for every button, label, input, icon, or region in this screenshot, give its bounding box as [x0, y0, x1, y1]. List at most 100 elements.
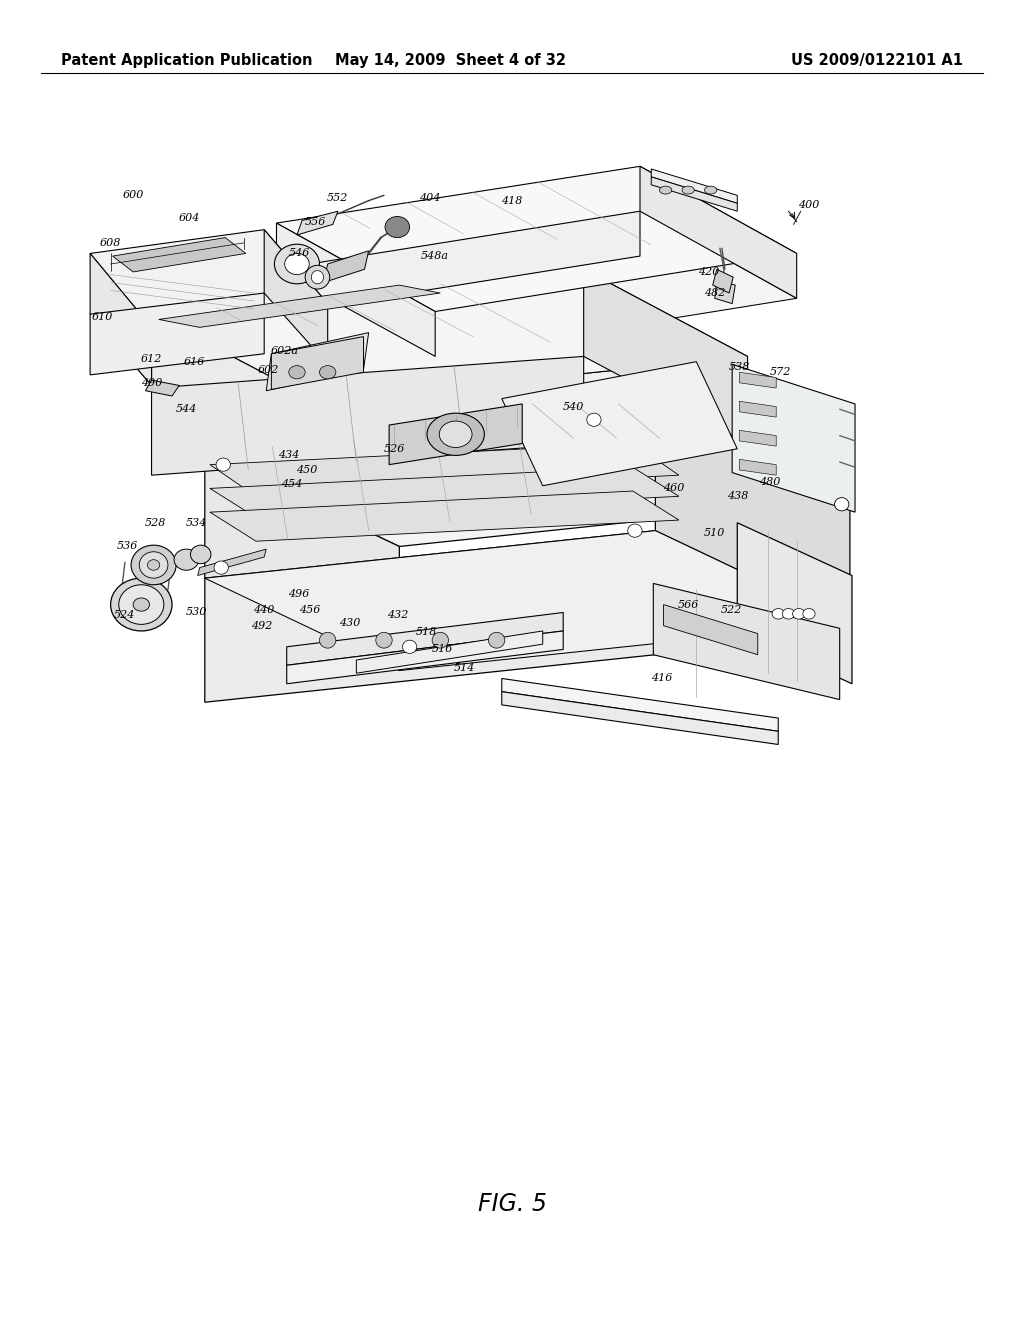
- Ellipse shape: [274, 244, 319, 284]
- Text: 434: 434: [279, 450, 299, 461]
- Text: 456: 456: [299, 605, 319, 615]
- Text: 516: 516: [432, 644, 453, 655]
- Polygon shape: [739, 459, 776, 475]
- Ellipse shape: [305, 265, 330, 289]
- Polygon shape: [737, 523, 852, 684]
- Ellipse shape: [439, 421, 472, 447]
- Text: 420: 420: [698, 267, 719, 277]
- Text: 536: 536: [117, 541, 137, 552]
- Text: 524: 524: [115, 610, 135, 620]
- Polygon shape: [655, 407, 850, 623]
- Ellipse shape: [133, 598, 150, 611]
- Ellipse shape: [319, 632, 336, 648]
- Polygon shape: [739, 430, 776, 446]
- Polygon shape: [210, 467, 679, 517]
- Ellipse shape: [782, 609, 795, 619]
- Polygon shape: [210, 444, 679, 496]
- Ellipse shape: [119, 585, 164, 624]
- Ellipse shape: [659, 186, 672, 194]
- Ellipse shape: [139, 552, 168, 578]
- Text: 572: 572: [770, 367, 791, 378]
- Polygon shape: [276, 211, 640, 314]
- Ellipse shape: [772, 609, 784, 619]
- Polygon shape: [205, 531, 850, 671]
- Polygon shape: [739, 401, 776, 417]
- Ellipse shape: [131, 545, 176, 585]
- Text: 514: 514: [455, 663, 475, 673]
- Ellipse shape: [319, 366, 336, 379]
- Polygon shape: [287, 631, 563, 684]
- Ellipse shape: [147, 560, 160, 570]
- Ellipse shape: [432, 632, 449, 648]
- Text: 534: 534: [186, 517, 207, 528]
- Ellipse shape: [385, 216, 410, 238]
- Polygon shape: [297, 211, 338, 235]
- Text: 510: 510: [705, 528, 725, 539]
- Text: FIG. 5: FIG. 5: [477, 1192, 547, 1216]
- Text: 526: 526: [384, 444, 404, 454]
- Polygon shape: [664, 605, 758, 655]
- Text: 548a: 548a: [421, 251, 450, 261]
- Ellipse shape: [214, 561, 228, 574]
- Polygon shape: [502, 362, 737, 486]
- Ellipse shape: [803, 609, 815, 619]
- Polygon shape: [264, 230, 328, 364]
- Polygon shape: [210, 491, 679, 541]
- Polygon shape: [152, 314, 317, 475]
- Ellipse shape: [285, 253, 309, 275]
- Text: 602a: 602a: [270, 346, 299, 356]
- Text: May 14, 2009  Sheet 4 of 32: May 14, 2009 Sheet 4 of 32: [335, 53, 566, 67]
- Polygon shape: [651, 169, 737, 203]
- Text: 610: 610: [92, 312, 113, 322]
- Polygon shape: [713, 269, 733, 293]
- Text: 522: 522: [721, 605, 741, 615]
- Text: 432: 432: [387, 610, 408, 620]
- Polygon shape: [271, 337, 364, 389]
- Text: 450: 450: [297, 465, 317, 475]
- Text: 566: 566: [678, 599, 698, 610]
- Text: 490: 490: [141, 378, 162, 388]
- Ellipse shape: [682, 186, 694, 194]
- Polygon shape: [317, 356, 748, 488]
- Text: US 2009/0122101 A1: US 2009/0122101 A1: [791, 53, 963, 67]
- Ellipse shape: [402, 640, 417, 653]
- Polygon shape: [205, 454, 399, 671]
- Polygon shape: [502, 678, 778, 731]
- Text: 538: 538: [729, 362, 750, 372]
- Text: 544: 544: [176, 404, 197, 414]
- Polygon shape: [732, 364, 855, 512]
- Text: 416: 416: [651, 673, 672, 684]
- Ellipse shape: [216, 458, 230, 471]
- Text: 528: 528: [145, 517, 166, 528]
- Ellipse shape: [587, 413, 601, 426]
- Text: 438: 438: [727, 491, 748, 502]
- Text: 608: 608: [100, 238, 121, 248]
- Text: 616: 616: [184, 356, 205, 367]
- Ellipse shape: [376, 632, 392, 648]
- Text: 552: 552: [328, 193, 348, 203]
- Polygon shape: [324, 251, 369, 282]
- Ellipse shape: [289, 366, 305, 379]
- Ellipse shape: [190, 545, 211, 564]
- Polygon shape: [90, 293, 328, 385]
- Text: Patent Application Publication: Patent Application Publication: [61, 53, 313, 67]
- Text: 602: 602: [258, 364, 279, 375]
- Text: 518: 518: [416, 627, 436, 638]
- Polygon shape: [152, 269, 748, 401]
- Text: 400: 400: [799, 199, 819, 210]
- Ellipse shape: [427, 413, 484, 455]
- Text: 404: 404: [420, 193, 440, 203]
- Text: 418: 418: [502, 195, 522, 206]
- Polygon shape: [276, 223, 435, 356]
- Polygon shape: [276, 166, 797, 312]
- Ellipse shape: [174, 549, 199, 570]
- Polygon shape: [145, 380, 179, 396]
- Ellipse shape: [705, 186, 717, 194]
- Polygon shape: [276, 211, 797, 356]
- Polygon shape: [715, 280, 735, 304]
- Polygon shape: [159, 285, 440, 327]
- Text: 540: 540: [563, 401, 584, 412]
- Polygon shape: [640, 166, 797, 298]
- Text: 460: 460: [664, 483, 684, 494]
- Ellipse shape: [628, 524, 642, 537]
